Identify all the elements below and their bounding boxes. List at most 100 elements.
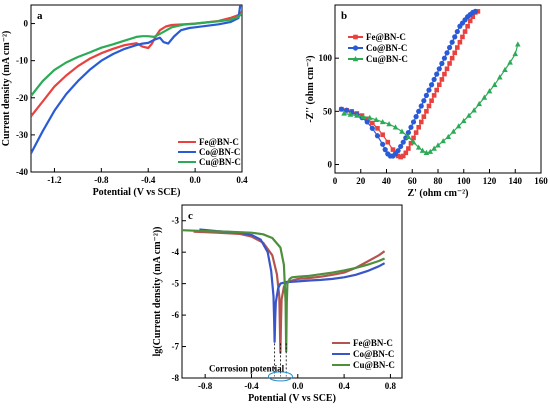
legend-label: Fe@BN-C [366,32,406,42]
data-point [486,88,493,94]
x-tick-label: 0.0 [292,381,304,391]
legend-label: Fe@BN-C [199,137,239,147]
data-point [338,106,345,112]
data-point [441,55,448,61]
data-point [450,128,457,134]
data-point [416,108,422,114]
data-point [452,50,458,56]
data-point [385,139,391,145]
x-tick-label: -0.8 [94,175,109,185]
legend-label: Fe@BN-C [353,338,393,348]
data-point [421,98,427,104]
y-tick-label: -4 [172,247,180,257]
data-point [400,139,406,145]
x-tick-label: -1.2 [47,175,62,185]
data-point [435,142,441,148]
data-point [440,138,446,144]
data-point [416,124,421,130]
data-point [406,146,411,151]
data-point [426,87,432,93]
panel-label: c [188,210,193,222]
legend-label: Co@BN-C [366,43,407,53]
data-point [460,34,465,40]
chart-panel-b: 0 20 40 60 80 100 120 140 160 0 50 100 Z' (ohm cm⁻²)… [305,4,548,199]
legend: Fe@BN-CCo@BN-CCu@BN-C [348,32,408,64]
series-group [182,228,386,354]
y-axis-label: lg(Current density (mA cm⁻²)) [152,226,163,356]
x-tick-label: -0.4 [141,175,156,185]
legend-label: Cu@BN-C [199,157,241,167]
data-point [436,82,442,88]
data-point [413,114,419,120]
legend-marker [353,34,358,40]
y-tick-label: -8 [172,373,180,383]
data-point [360,113,367,119]
data-point [415,144,422,150]
chart-panel-c: -0.8 -0.4 0.0 0.4 0.8 -3 -4 -5 -6 -7 -8 Potential (… [152,204,403,404]
data-point [343,107,350,113]
x-tick-label: 0.4 [236,175,248,185]
data-point [481,94,488,100]
x-tick-label: 20 [356,176,366,186]
plot-frame [30,4,243,173]
data-point [413,130,419,135]
x-tick-label: 60 [408,176,418,186]
data-point [408,140,414,146]
data-point [347,111,354,117]
y-tick-label: -30 [16,130,28,140]
data-point [405,129,411,136]
data-point [380,141,386,147]
data-point [466,112,472,118]
data-point [370,120,375,126]
series-line-Co@BN-C [199,228,386,343]
data-point [410,139,417,145]
data-point [445,133,452,140]
data-point [424,109,429,114]
data-point [439,77,445,82]
panel-label: b [341,10,347,22]
data-point [428,82,435,88]
data-point [418,119,424,125]
series-line-Cu@BN-C [182,229,386,353]
data-point [364,116,370,122]
x-tick-label: 40 [382,176,392,186]
x-tick-label: 140 [509,176,523,186]
data-point [405,133,412,140]
data-point [471,107,477,113]
y-tick-label: -7 [172,342,180,352]
data-point [427,148,434,154]
data-point [434,71,440,77]
data-point [398,143,404,150]
y-tick-label: -6 [172,310,180,320]
chart-panel-a: -1.2 -0.8 -0.4 0.0 0.4 0 -10 -20 -30 -40 Potential… [1,4,248,198]
data-point [395,148,401,154]
data-point [390,147,396,152]
legend-label: Cu@BN-C [353,360,395,370]
data-point [472,8,478,14]
data-point [419,147,426,153]
series-line-Fe@BN-C [193,230,386,354]
data-point [431,93,437,98]
y-tick-label: -40 [16,167,28,177]
data-point [375,126,380,131]
x-tick-label: -0.4 [244,381,259,391]
series-group [31,5,242,154]
data-point [386,121,392,127]
y-tick-label: -5 [172,279,180,289]
data-point [497,74,503,80]
data-point [421,114,427,119]
data-point [457,39,463,45]
y-axis-label: Current density (mA cm⁻²) [1,31,12,147]
data-point [515,41,521,47]
data-point [465,23,470,29]
data-point [392,124,399,130]
x-tick-label: 80 [434,176,444,186]
data-point [410,119,417,125]
data-point [455,123,462,129]
legend-marker [352,45,359,51]
data-point [502,66,508,73]
legend-label: Co@BN-C [353,349,394,359]
x-axis-label: Potential (V vs SCE) [93,187,181,198]
data-point [369,125,375,131]
